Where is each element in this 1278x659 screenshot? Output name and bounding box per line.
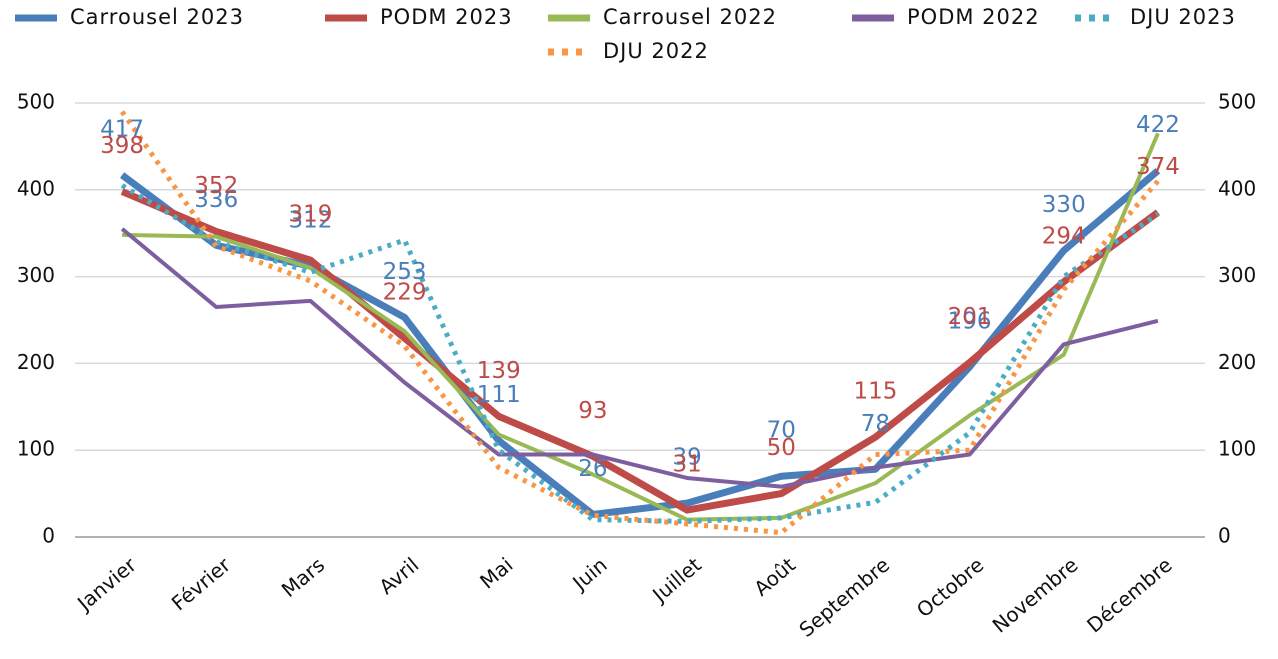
legend-label: DJU 2022 <box>603 39 709 63</box>
data-label: 50 <box>767 435 796 461</box>
y2-tick-label: 300 <box>1218 263 1256 287</box>
y-tick-label: 0 <box>42 524 55 548</box>
legend-label: PODM 2023 <box>380 5 513 29</box>
x-tick-label: Mai <box>475 553 517 594</box>
y-tick-label: 400 <box>17 176 55 200</box>
data-label: 115 <box>853 379 897 405</box>
legend-label: PODM 2022 <box>907 5 1040 29</box>
x-tick-label: Novembre <box>988 553 1083 638</box>
series-line <box>120 183 1160 524</box>
series-line <box>120 227 1159 489</box>
data-label: 398 <box>100 133 144 159</box>
series-line <box>119 168 1161 518</box>
x-tick-label: Février <box>167 552 236 615</box>
data-label: 139 <box>477 358 521 384</box>
legend-label: Carrousel 2023 <box>70 5 244 29</box>
data-label: 196 <box>948 308 992 334</box>
data-label: 294 <box>1042 223 1086 249</box>
data-label: 253 <box>383 259 427 285</box>
y-tick-label: 100 <box>17 437 55 461</box>
y-tick-label: 200 <box>17 350 55 374</box>
data-label: 336 <box>194 187 238 213</box>
data-label: 319 <box>288 202 332 228</box>
y2-tick-label: 0 <box>1218 524 1231 548</box>
y-tick-label: 300 <box>17 263 55 287</box>
x-tick-label: Août <box>749 553 800 601</box>
series-line <box>122 132 1160 522</box>
data-label: 352 <box>194 173 238 199</box>
data-label: 312 <box>288 208 332 234</box>
y2-tick-label: 200 <box>1218 350 1256 374</box>
y-tick-label: 500 <box>17 90 55 114</box>
x-tick-label: Juillet <box>646 553 706 608</box>
x-tick-label: Mars <box>277 553 329 602</box>
data-label: 417 <box>100 117 144 143</box>
data-label: 422 <box>1136 112 1180 138</box>
y2-tick-label: 500 <box>1218 90 1256 114</box>
data-label: 39 <box>672 445 701 471</box>
y2-tick-label: 100 <box>1218 437 1256 461</box>
data-label: 374 <box>1136 154 1180 180</box>
x-tick-label: Octobre <box>912 553 988 623</box>
data-label: 70 <box>767 418 796 444</box>
data-label: 93 <box>578 398 607 424</box>
x-tick-label: Décembre <box>1082 553 1177 638</box>
data-label: 330 <box>1042 192 1086 218</box>
x-tick-label: Janvier <box>71 552 141 616</box>
x-tick-label: Avril <box>374 553 423 599</box>
data-label: 31 <box>672 452 701 478</box>
data-label: 78 <box>861 411 890 437</box>
legend-label: DJU 2023 <box>1130 5 1236 29</box>
x-tick-label: Septembre <box>794 553 894 642</box>
x-tick-label: Juin <box>567 553 612 596</box>
data-label: 229 <box>383 280 427 306</box>
data-label: 26 <box>578 456 607 482</box>
series-line <box>120 188 1160 514</box>
y2-tick-label: 400 <box>1218 176 1256 200</box>
legend-label: Carrousel 2022 <box>603 5 777 29</box>
data-label: 111 <box>477 382 521 408</box>
data-label: 201 <box>948 304 992 330</box>
